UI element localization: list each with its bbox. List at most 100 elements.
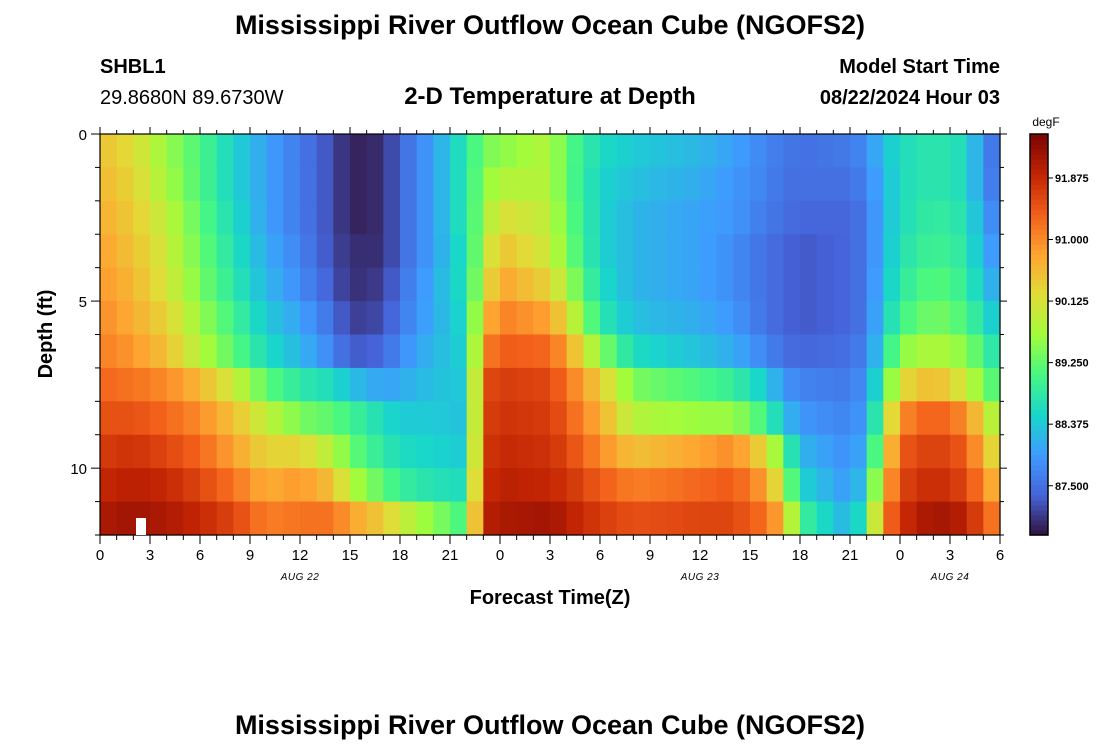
heatmap-cell: [183, 301, 201, 336]
heatmap-cell: [650, 267, 668, 302]
heatmap-cell: [566, 234, 584, 269]
heatmap-cell: [716, 167, 734, 202]
heatmap-cell: [466, 468, 484, 503]
heatmap-cell: [366, 401, 384, 436]
heatmap-cell: [716, 334, 734, 369]
heatmap-cell: [266, 501, 284, 536]
heatmap-cell: [850, 267, 868, 302]
x-axis: 0 3 6 9 12 15 18 21 0 3 6 9 12 15 18 21 0 3 6 AUG 22 AUG 23 A…: [96, 127, 1004, 583]
heatmap-cell: [483, 367, 501, 402]
heatmap-cell: [983, 134, 1001, 169]
x-axis-label: Forecast Time(Z): [470, 587, 631, 609]
heatmap-cell: [966, 401, 984, 436]
heatmap-cell: [983, 367, 1001, 402]
heatmap-cell: [283, 501, 301, 536]
heatmap-cell: [850, 468, 868, 503]
heatmap-cell: [883, 334, 901, 369]
colorbar-tick-label: 89.250: [1055, 358, 1089, 370]
heatmap-cell: [250, 167, 268, 202]
heatmap-cell: [100, 301, 118, 336]
heatmap-cell: [183, 468, 201, 503]
heatmap-cell: [516, 134, 534, 169]
heatmap-cell: [900, 468, 918, 503]
heatmap-cell: [366, 267, 384, 302]
heatmap-cell: [883, 367, 901, 402]
heatmap-cell: [150, 501, 168, 536]
heatmap-cell: [183, 501, 201, 536]
heatmap-cell: [150, 434, 168, 469]
heatmap-cell: [200, 468, 218, 503]
heatmap-cell: [516, 301, 534, 336]
heatmap-cell: [400, 468, 418, 503]
heatmap-cell: [583, 267, 601, 302]
heatmap-cell: [116, 367, 134, 402]
heatmap-cell: [933, 234, 951, 269]
heatmap-cell: [650, 434, 668, 469]
heatmap-cell: [533, 434, 551, 469]
heatmap-cell: [216, 401, 234, 436]
x-tick-label: 6: [996, 547, 1004, 564]
heatmap-cell: [483, 301, 501, 336]
heatmap-cell: [300, 167, 318, 202]
heatmap-cell: [533, 200, 551, 235]
heatmap-cell: [466, 234, 484, 269]
heatmap-cell: [200, 267, 218, 302]
heatmap-cell: [950, 267, 968, 302]
heatmap-cell: [316, 434, 334, 469]
date-label: AUG 23: [680, 572, 720, 583]
heatmap-cell: [866, 200, 884, 235]
heatmap-cell: [933, 267, 951, 302]
heatmap-cell: [200, 234, 218, 269]
heatmap-cell: [216, 334, 234, 369]
heatmap-cell: [983, 468, 1001, 503]
heatmap-cell: [633, 501, 651, 536]
heatmap-cell: [800, 468, 818, 503]
heatmap-cell: [200, 501, 218, 536]
heatmap-cell: [116, 234, 134, 269]
heatmap-cell: [383, 134, 401, 169]
heatmap-cell: [683, 301, 701, 336]
heatmap-cell: [250, 468, 268, 503]
heatmap-cell: [116, 267, 134, 302]
heatmap-cell: [716, 501, 734, 536]
heatmap-cell: [516, 334, 534, 369]
colorbar-segment: [1030, 259, 1048, 265]
heatmap-cell: [966, 134, 984, 169]
colorbar-segment: [1030, 224, 1048, 230]
colorbar-segment: [1030, 329, 1048, 336]
heatmap-cell: [883, 501, 901, 536]
heatmap-cell: [983, 434, 1001, 469]
heatmap-cell: [333, 301, 351, 336]
x-tick-label: 0: [896, 547, 904, 564]
heatmap-cell: [966, 334, 984, 369]
heatmap-cell: [600, 434, 618, 469]
heatmap-cell: [983, 167, 1001, 202]
heatmap-cell: [166, 334, 184, 369]
colorbar-segment: [1030, 229, 1048, 235]
colorbar-segment: [1030, 339, 1048, 346]
heatmap-cell: [833, 134, 851, 169]
heatmap-cell: [116, 301, 134, 336]
heatmap-cell: [133, 200, 151, 235]
heatmap-cell: [750, 434, 768, 469]
heatmap-cell: [466, 200, 484, 235]
heatmap-cell: [950, 334, 968, 369]
heatmap-cell: [916, 401, 934, 436]
heatmap-cell: [333, 267, 351, 302]
heatmap-cell: [866, 267, 884, 302]
heatmap-cell: [316, 468, 334, 503]
colorbar-segment: [1030, 489, 1048, 496]
heatmap-cell: [750, 501, 768, 536]
heatmap-cell: [233, 468, 251, 503]
heatmap-cell: [516, 434, 534, 469]
heatmap-cell: [550, 401, 568, 436]
colorbar-segment: [1030, 149, 1048, 155]
heatmap-cell: [633, 401, 651, 436]
heatmap-cell: [466, 367, 484, 402]
heatmap-cell: [966, 167, 984, 202]
heatmap-cell: [350, 234, 368, 269]
heatmap-cell: [500, 501, 518, 536]
heatmap-cell: [916, 501, 934, 536]
heatmap-cell: [366, 134, 384, 169]
heatmap-cell: [900, 200, 918, 235]
